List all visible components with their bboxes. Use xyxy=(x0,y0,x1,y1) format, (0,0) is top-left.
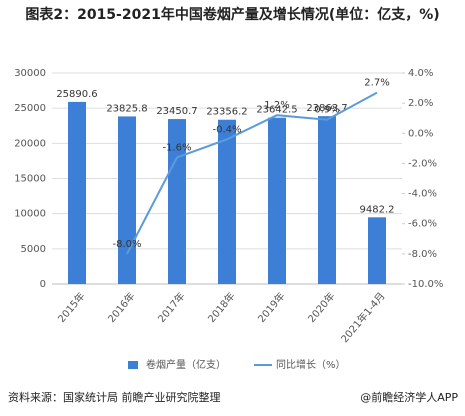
y-tick-label: 5000 xyxy=(21,244,46,255)
y2-tick-label: 4.0% xyxy=(408,68,433,79)
y2-tick-label: -8.0% xyxy=(408,249,437,260)
line xyxy=(126,91,378,255)
legend-label: 卷烟产量（亿支） xyxy=(146,358,226,371)
x-tick-label: 2017年 xyxy=(155,290,188,326)
y2-tick-label: -2.0% xyxy=(408,158,437,169)
line-value-label: -0.4% xyxy=(212,124,241,135)
x-tick-label: 2016年 xyxy=(105,290,138,326)
bar xyxy=(268,117,286,284)
bar xyxy=(68,101,86,285)
bar xyxy=(118,116,136,285)
x-tick-label: 2020年 xyxy=(305,290,338,326)
y2-tick-label: 0.0% xyxy=(408,128,433,139)
bar-value-label: 23825.8 xyxy=(106,103,147,114)
line-value-label: -8.0% xyxy=(112,239,141,250)
line-value-label: 0.9% xyxy=(314,105,339,116)
legend-label: 同比增长（%） xyxy=(276,358,346,371)
y-tick-label: 20000 xyxy=(14,138,46,149)
line-value-label: 2.7% xyxy=(364,78,389,89)
credit: @前瞻经济学人APP xyxy=(360,390,458,404)
bar-value-label: 25890.6 xyxy=(56,89,97,100)
bar-value-label: 9482.2 xyxy=(360,204,395,215)
x-tick-label: 2019年 xyxy=(255,290,288,326)
x-tick-label: 2021年1-4月 xyxy=(338,290,388,346)
bar xyxy=(318,116,336,284)
y-tick-label: 15000 xyxy=(14,174,46,185)
y2-tick-label: -6.0% xyxy=(408,219,437,230)
bar-value-label: 23356.2 xyxy=(206,107,247,118)
y2-tick-label: 2.0% xyxy=(408,98,433,109)
bar-value-label: 23642.5 xyxy=(256,105,297,116)
chart-title: 图表2：2015-2021年中国卷烟产量及增长情况(单位：亿支，%) xyxy=(25,7,440,23)
legend-swatch xyxy=(128,361,138,369)
y-tick-label: 10000 xyxy=(14,209,46,220)
bar xyxy=(218,119,236,284)
x-tick-label: 2015年 xyxy=(55,290,88,326)
y-tick-label: 25000 xyxy=(14,103,46,114)
y2-tick-label: -4.0% xyxy=(408,189,437,200)
bar xyxy=(368,217,386,284)
line-value-label: 1.2% xyxy=(264,100,289,111)
bar xyxy=(168,119,186,284)
source: 资料来源：国家统计局 前瞻产业研究院整理 xyxy=(8,390,221,404)
line-value-label: -1.6% xyxy=(162,142,191,153)
y-tick-label: 30000 xyxy=(14,68,46,79)
y-tick-label: 0 xyxy=(40,279,46,290)
y2-tick-label: -10.0% xyxy=(408,279,443,290)
bar-value-label: 23863.7 xyxy=(306,103,347,114)
bar-value-label: 23450.7 xyxy=(156,106,197,117)
x-tick-label: 2018年 xyxy=(205,290,238,326)
